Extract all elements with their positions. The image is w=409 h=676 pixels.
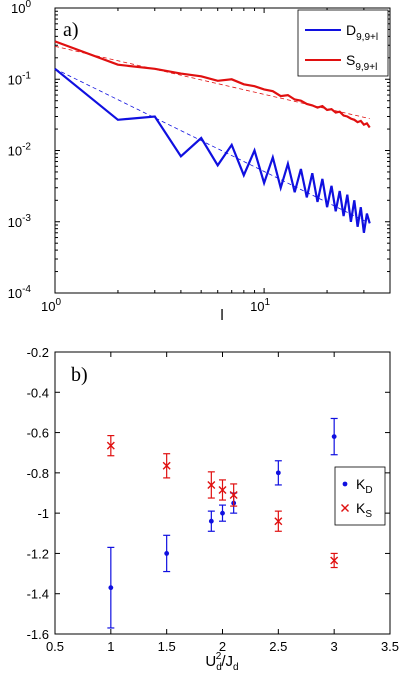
panel-b-label: b) — [71, 364, 88, 386]
panel-b-y-tick-label: -0.8 — [27, 466, 49, 481]
fit-line-3 — [54, 45, 370, 119]
point-ks — [106, 441, 115, 450]
point-ks-stroke-2 — [207, 480, 216, 489]
legend-marker-ks-shape-stroke-2 — [341, 504, 349, 512]
panel-b-x-tick-label: 0.5 — [46, 639, 64, 654]
panel-b-legend: KD KS — [334, 466, 386, 526]
panel-b-x-tick-label: 2 — [219, 639, 226, 654]
series-line-d — [54, 67, 371, 233]
point-ks — [330, 556, 339, 565]
panel-b-legend-box — [334, 466, 386, 526]
point-ks — [229, 491, 238, 500]
panel-a: 10-4 10-3 10-2 10-1 100 100 101 a) l D9,9+l S9… — [8, 0, 391, 324]
panel-a-y-tick-label: 100 — [11, 0, 31, 16]
panel-a-x-tick-label: 100 — [41, 297, 61, 314]
panel-b-y-tick-label: -1 — [37, 506, 49, 521]
panel-a-y-tick-label: 10-3 — [8, 213, 32, 230]
panel-b-x-tick-label: 1 — [107, 639, 114, 654]
legend-marker-ks-shape — [341, 504, 349, 512]
panel-b-y-tick-label: -1.4 — [27, 587, 49, 602]
legend-marker-ks — [341, 504, 349, 512]
panel-b-y-tick-label: -0.4 — [27, 385, 49, 400]
point-ks-stroke-2 — [218, 485, 227, 494]
panel-b-y-tick-label: -1.6 — [27, 627, 49, 642]
panel-a-y-tick-label: 10-1 — [8, 70, 32, 87]
legend-label-d: D9,9+l — [346, 22, 378, 43]
point-ks — [218, 485, 227, 494]
point-kd — [108, 585, 114, 591]
legend-marker-kd — [342, 481, 348, 487]
fit-line-2 — [54, 68, 370, 224]
legend-label-s: S9,9+l — [346, 52, 377, 73]
point-ks — [274, 517, 283, 526]
panel-b-x-tick-label: 3.5 — [381, 639, 399, 654]
panel-a-legend: D9,9+l S9,9+l — [297, 9, 389, 77]
panel-a-legend-box — [297, 9, 389, 77]
panel-a-label: a) — [63, 19, 79, 41]
legend-label-kd: KD — [356, 476, 373, 496]
panel-b-x-tick-label: 1.5 — [158, 639, 176, 654]
panel-a-x-tick-label: 101 — [250, 297, 270, 314]
panel-b-x-tick-label: 2.5 — [269, 639, 287, 654]
legend-label-ks: KS — [356, 500, 372, 520]
point-ks-stroke-2 — [330, 556, 339, 565]
panel-a-y-tick-label: 10-4 — [8, 284, 32, 301]
point-kd — [331, 434, 337, 439]
panel-b-x-axis-label: Ud2/Jd — [205, 651, 238, 673]
point-ks-stroke-2 — [274, 517, 283, 526]
panel-b-y-tick-label: -0.6 — [27, 426, 49, 441]
point-ks-stroke-2 — [106, 441, 115, 450]
point-kd — [275, 470, 281, 476]
panel-a-x-axis-label: l — [220, 307, 223, 324]
point-kd — [164, 551, 170, 556]
point-ks — [207, 480, 216, 489]
point-ks-stroke-2 — [162, 461, 171, 470]
legend-marker-kd-shape — [342, 481, 348, 487]
point-kd — [220, 510, 225, 516]
panel-b: -1.6 -1.4 -1.2 -1 -0.8 -0.6 -0.4 -0.2 0.5 1 1.5 2 2.… — [27, 345, 399, 673]
panel-b-x-tick-label: 3 — [331, 639, 338, 654]
point-kd — [208, 518, 214, 524]
panel-b-y-tick-label: -1.2 — [27, 546, 49, 561]
panel-a-y-tick-label: 10-2 — [8, 142, 32, 159]
point-ks-stroke-2 — [229, 491, 238, 500]
point-ks — [162, 461, 171, 470]
panel-b-y-tick-label: -0.2 — [27, 345, 49, 360]
